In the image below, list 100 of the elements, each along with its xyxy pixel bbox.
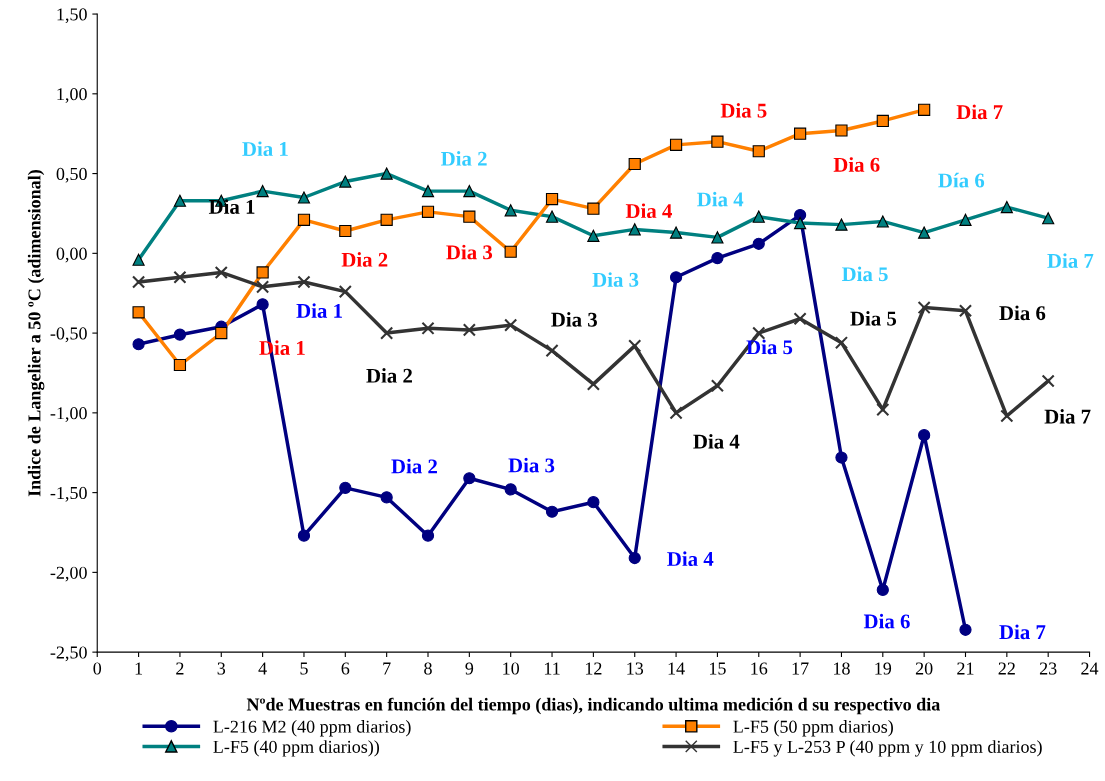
point <box>1041 374 1055 388</box>
point <box>339 224 352 238</box>
point <box>628 223 641 236</box>
point <box>380 491 393 504</box>
point <box>834 336 849 350</box>
annotation: Dia 7 <box>999 624 1046 640</box>
x-tick-label: 1 <box>135 662 143 675</box>
point <box>628 339 642 353</box>
point <box>587 202 600 215</box>
point <box>545 505 559 518</box>
annotation: Dia 3 <box>551 312 597 327</box>
y-tick-label: -2,00 <box>50 566 87 582</box>
x-tick-label: 19 <box>875 662 892 675</box>
annotation: Dia 2 <box>341 252 388 267</box>
point <box>504 245 517 258</box>
point <box>958 304 973 318</box>
x-tick-label: 17 <box>792 662 809 675</box>
legend-label: L-216 M2 (40 ppm diarios) <box>213 720 411 737</box>
x-tick-label: 0 <box>93 662 102 675</box>
point <box>710 379 725 393</box>
annotation: Dia 2 <box>366 368 412 383</box>
point <box>669 406 683 420</box>
x-tick-label: 14 <box>668 662 685 675</box>
x-tick-label: 13 <box>627 662 644 675</box>
legend-label: L-F5 (50 ppm diarios) <box>733 720 893 737</box>
x-axis-title: Nºde Muestras en función del tiempo (dias), indicando ultima medición d su respectivo dia <box>246 697 941 715</box>
x-tick-label: 10 <box>503 662 520 675</box>
x-tick-label: 2 <box>176 662 184 675</box>
x-tick-label: 15 <box>709 662 726 675</box>
point <box>339 175 352 188</box>
point <box>504 318 518 332</box>
point <box>421 205 435 218</box>
x-tick-label: 16 <box>751 662 768 675</box>
point <box>173 270 187 284</box>
legend-label: L-F5 y L-253 P (40 ppm y 10 ppm diarios) <box>733 740 1042 757</box>
annotation: Dia 1 <box>242 141 288 157</box>
point <box>338 285 352 299</box>
point <box>545 344 559 358</box>
point <box>794 127 807 140</box>
annotation: Dia 5 <box>850 311 897 326</box>
x-tick-label: 24 <box>1081 662 1099 675</box>
point <box>504 204 517 217</box>
annotation: Dia 6 <box>863 613 910 629</box>
legend-label: L-F5 (40 ppm diarios)) <box>213 740 380 757</box>
point <box>214 265 228 280</box>
point <box>876 583 889 597</box>
point <box>545 192 559 206</box>
annotation: Dia 5 <box>842 266 888 282</box>
y-tick-label: -1,50 <box>50 486 87 502</box>
x-tick-label: 6 <box>341 662 350 675</box>
y-tick-label: 1,50 <box>57 8 87 24</box>
point <box>380 213 393 226</box>
point <box>669 138 683 151</box>
annotation: Día 6 <box>938 172 985 188</box>
point <box>132 306 145 319</box>
point <box>918 103 931 116</box>
annotation: Dia 3 <box>592 272 639 287</box>
annotation: Dia 5 <box>720 103 767 118</box>
annotation: Dia 4 <box>697 191 744 207</box>
point <box>711 252 724 265</box>
annotation: Dia 2 <box>441 151 487 166</box>
point <box>669 226 683 239</box>
annotation: Dia 6 <box>999 305 1046 321</box>
point <box>256 185 269 198</box>
point <box>421 185 435 198</box>
annotation: Dia 7 <box>1044 409 1091 424</box>
point <box>835 124 848 137</box>
point <box>876 403 890 417</box>
point <box>752 237 765 250</box>
annotation: Dia 4 <box>667 551 714 567</box>
point <box>752 145 765 158</box>
point <box>463 472 476 485</box>
point <box>173 358 187 372</box>
point <box>835 218 848 231</box>
point <box>297 275 311 289</box>
x-tick-label: 22 <box>998 662 1015 675</box>
point <box>256 280 270 294</box>
point <box>628 551 641 565</box>
point <box>628 157 641 171</box>
point <box>587 229 600 242</box>
point <box>876 215 889 228</box>
point <box>132 253 145 266</box>
y-tick-label: 0,50 <box>56 167 87 183</box>
point <box>297 191 311 204</box>
point <box>256 266 269 279</box>
x-tick-label: 18 <box>834 662 850 675</box>
point <box>504 483 517 496</box>
y-axis-title: Indice de Langelier a 50 ºC (adimensional) <box>27 170 45 497</box>
point <box>463 210 476 223</box>
point <box>380 167 393 180</box>
annotation: Dia 3 <box>446 244 493 260</box>
point <box>752 326 766 340</box>
point <box>1042 212 1055 225</box>
point <box>918 429 931 442</box>
point <box>587 496 600 509</box>
point <box>462 323 476 337</box>
point <box>669 271 683 284</box>
x-tick-label: 4 <box>258 662 267 675</box>
point <box>752 210 765 223</box>
point <box>835 451 848 464</box>
